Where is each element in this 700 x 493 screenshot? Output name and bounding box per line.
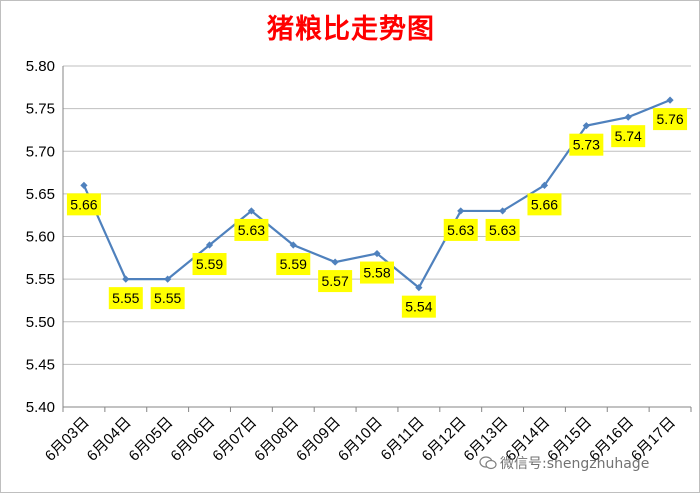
data-label: 5.55 <box>112 290 139 306</box>
x-tick-label: 6月10日 <box>335 414 386 465</box>
data-label-box <box>318 270 353 293</box>
data-label: 5.66 <box>70 196 97 212</box>
x-tick-label: 6月08日 <box>251 414 302 465</box>
data-label-box <box>485 218 520 241</box>
x-tick-label: 6月06日 <box>167 414 218 465</box>
data-label-box <box>66 193 101 216</box>
y-tick-label: 5.45 <box>26 356 55 373</box>
data-label: 5.59 <box>196 256 223 272</box>
data-label: 5.63 <box>238 222 265 238</box>
data-label-box <box>150 287 185 310</box>
data-label: 5.57 <box>322 273 349 289</box>
y-tick-label: 5.60 <box>26 229 55 246</box>
data-label: 5.74 <box>615 128 642 144</box>
data-label-box <box>234 218 269 241</box>
data-point <box>499 207 507 215</box>
data-point <box>415 284 423 292</box>
x-tick-label: 6月05日 <box>126 414 177 465</box>
data-point <box>289 241 297 249</box>
x-tick-label: 6月11日 <box>378 414 428 464</box>
data-label-box <box>276 253 311 276</box>
data-point <box>373 249 381 258</box>
data-point <box>247 207 255 215</box>
data-point <box>624 113 632 121</box>
data-point <box>457 207 465 215</box>
y-tick-label: 5.80 <box>26 58 55 75</box>
data-label-box <box>401 295 436 318</box>
y-tick-label: 5.70 <box>26 143 55 160</box>
data-label: 5.63 <box>489 222 516 238</box>
wechat-icon <box>479 456 497 470</box>
data-label: 5.63 <box>447 222 474 238</box>
data-label-box <box>360 261 394 284</box>
data-point <box>331 258 339 266</box>
data-label-box <box>108 287 143 310</box>
y-tick-label: 5.50 <box>26 314 55 331</box>
data-label: 5.76 <box>656 111 683 127</box>
y-tick-label: 5.75 <box>26 101 55 118</box>
data-point <box>205 241 214 249</box>
x-tick-label: 6月12日 <box>419 414 470 465</box>
data-point <box>540 181 549 189</box>
y-tick-label: 5.40 <box>26 399 55 416</box>
watermark: 微信号:shengzhuhage <box>479 453 649 473</box>
data-label: 5.73 <box>573 137 600 153</box>
data-label-box <box>611 125 646 148</box>
data-point <box>164 275 172 283</box>
data-label: 5.54 <box>405 299 432 315</box>
watermark-text: 微信号:shengzhuhage <box>500 456 650 472</box>
data-label-box <box>653 108 688 131</box>
x-tick-label: 6月03日 <box>42 414 93 465</box>
data-label-box <box>527 193 562 216</box>
x-tick-label: 6月07日 <box>209 414 260 465</box>
data-point <box>666 96 674 104</box>
x-tick-label: 6月04日 <box>84 414 135 465</box>
data-label: 5.59 <box>280 256 307 272</box>
chart-title: 猪粮比走势图 <box>267 14 435 45</box>
data-point <box>80 181 88 189</box>
data-point <box>582 122 590 130</box>
data-label-box <box>569 133 604 156</box>
x-tick-label: 6月09日 <box>293 414 344 465</box>
data-label: 5.58 <box>363 265 390 281</box>
data-label-box <box>443 218 478 241</box>
data-label: 5.66 <box>531 196 558 212</box>
data-point <box>122 275 130 283</box>
data-label: 5.55 <box>154 290 181 306</box>
y-tick-label: 5.65 <box>26 186 55 203</box>
y-tick-label: 5.55 <box>26 271 55 288</box>
data-label-box <box>192 253 227 276</box>
